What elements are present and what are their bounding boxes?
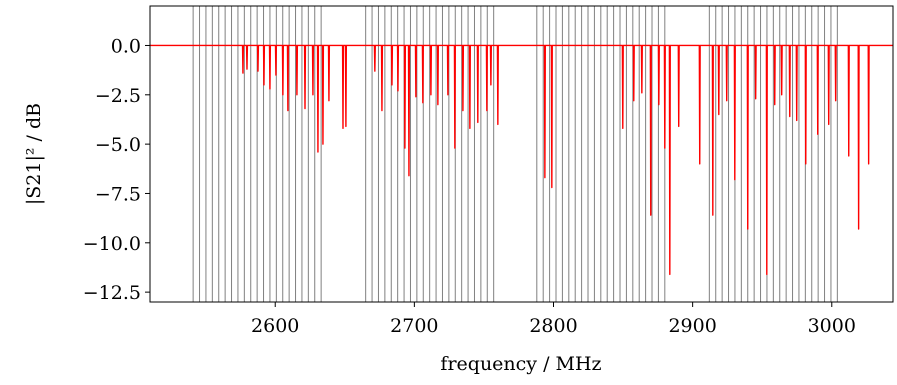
x-axis-label: frequency / MHz bbox=[440, 353, 601, 375]
y-axis-label: |S21|² / dB bbox=[23, 103, 45, 205]
y-tick-label: 0.0 bbox=[111, 35, 141, 57]
trace bbox=[150, 44, 893, 276]
x-tick-label: 2700 bbox=[390, 315, 438, 337]
y-tick-label: −12.5 bbox=[83, 282, 141, 304]
y-tick-label: −2.5 bbox=[95, 85, 141, 107]
x-tick-label: 2900 bbox=[668, 315, 716, 337]
y-tick-label: −10.0 bbox=[83, 233, 141, 255]
x-tick-label: 2600 bbox=[251, 315, 299, 337]
y-tick-label: −5.0 bbox=[95, 134, 141, 156]
x-tick-label: 3000 bbox=[808, 315, 856, 337]
y-tick-label: −7.5 bbox=[95, 183, 141, 205]
x-tick-label: 2800 bbox=[529, 315, 577, 337]
plot-frame bbox=[149, 5, 894, 303]
